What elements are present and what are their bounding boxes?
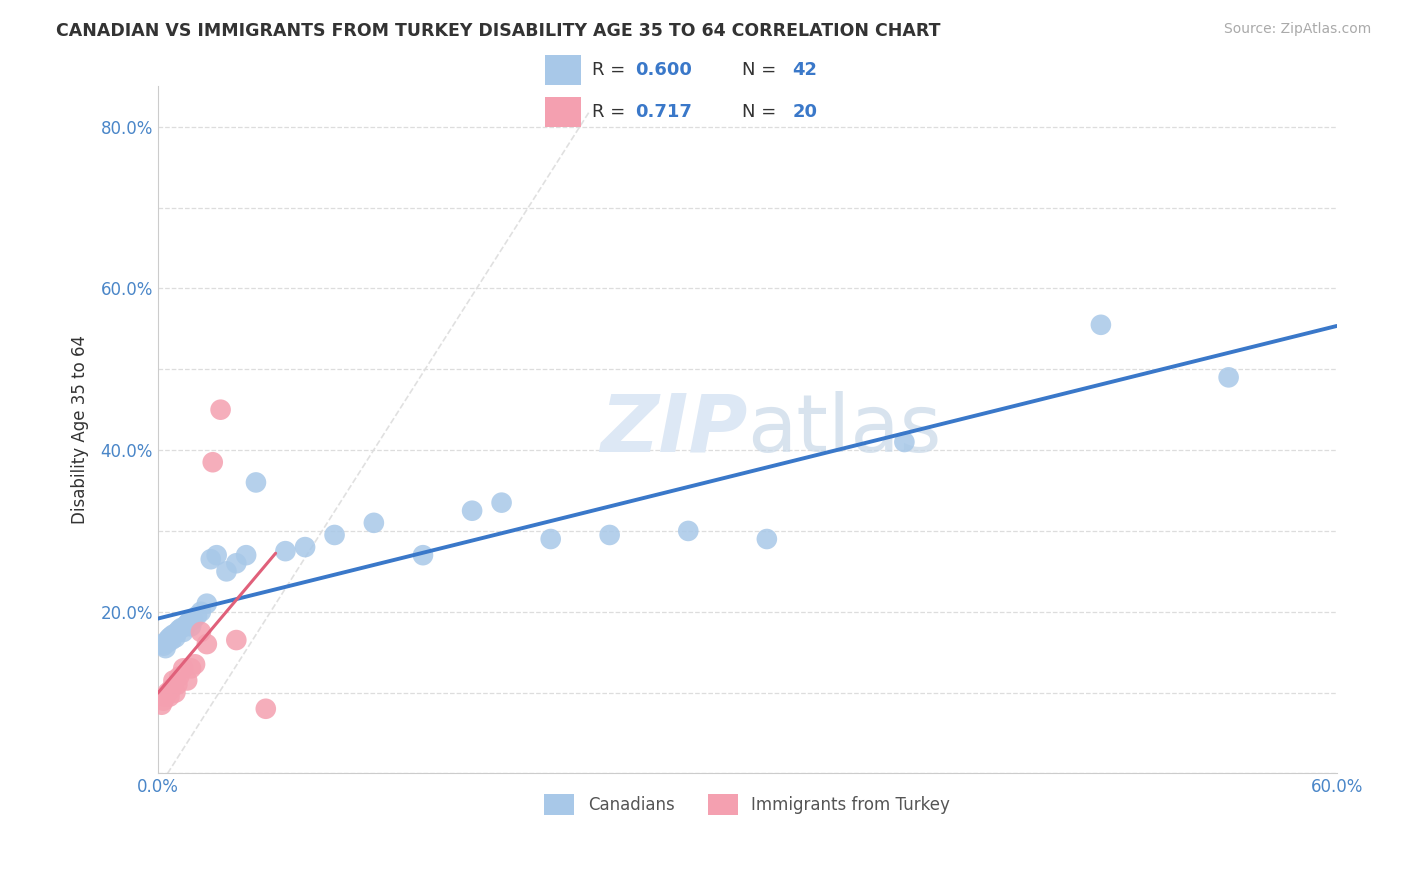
Point	[755, 532, 778, 546]
Text: 42: 42	[793, 61, 817, 78]
Point	[155, 641, 177, 656]
Point	[172, 661, 194, 675]
Point	[540, 532, 562, 546]
Point	[166, 677, 188, 691]
Point	[363, 516, 385, 530]
Point	[160, 629, 183, 643]
Y-axis label: Disability Age 35 to 64: Disability Age 35 to 64	[72, 335, 89, 524]
Point	[195, 597, 218, 611]
Point	[200, 552, 222, 566]
Point	[169, 669, 191, 683]
Point	[190, 605, 212, 619]
Point	[169, 623, 191, 637]
Point	[156, 635, 179, 649]
Bar	[546, 97, 581, 127]
Point	[180, 661, 202, 675]
Point	[180, 619, 202, 633]
Point	[225, 633, 247, 648]
Point	[176, 673, 198, 688]
Point	[165, 685, 187, 699]
Point	[209, 402, 232, 417]
Point	[159, 631, 181, 645]
Text: N =: N =	[742, 103, 782, 121]
Point	[893, 435, 915, 450]
Legend: Canadians, Immigrants from Turkey: Canadians, Immigrants from Turkey	[536, 786, 959, 823]
Text: atlas: atlas	[747, 391, 942, 469]
Point	[162, 627, 184, 641]
Point	[186, 608, 208, 623]
Point	[1218, 370, 1240, 384]
Point	[412, 548, 434, 562]
Point	[678, 524, 700, 538]
Text: N =: N =	[742, 61, 782, 78]
Point	[215, 565, 238, 579]
Point	[166, 624, 188, 639]
Point	[150, 698, 173, 712]
Point	[174, 619, 197, 633]
Point	[155, 690, 177, 704]
Point	[294, 540, 316, 554]
Text: R =: R =	[592, 61, 631, 78]
Point	[235, 548, 257, 562]
Point	[176, 616, 198, 631]
Point	[156, 685, 179, 699]
Point	[323, 528, 346, 542]
Point	[172, 624, 194, 639]
Point	[160, 681, 183, 696]
Point	[165, 631, 187, 645]
Point	[184, 657, 207, 672]
Text: R =: R =	[592, 103, 637, 121]
Text: Source: ZipAtlas.com: Source: ZipAtlas.com	[1223, 22, 1371, 37]
Point	[274, 544, 297, 558]
Point	[152, 694, 174, 708]
Point	[201, 455, 224, 469]
Point	[170, 621, 193, 635]
Point	[491, 496, 513, 510]
Point	[150, 637, 173, 651]
Point	[190, 624, 212, 639]
Bar	[546, 55, 581, 85]
Text: 20: 20	[793, 103, 817, 121]
Point	[195, 637, 218, 651]
Point	[156, 633, 179, 648]
Point	[225, 556, 247, 570]
Text: 0.600: 0.600	[634, 61, 692, 78]
Text: 0.717: 0.717	[634, 103, 692, 121]
Point	[599, 528, 621, 542]
Point	[205, 548, 228, 562]
Point	[245, 475, 267, 490]
Point	[160, 633, 183, 648]
Point	[159, 690, 181, 704]
Point	[461, 504, 484, 518]
Point	[179, 615, 201, 629]
Point	[1090, 318, 1112, 332]
Point	[181, 613, 204, 627]
Text: CANADIAN VS IMMIGRANTS FROM TURKEY DISABILITY AGE 35 TO 64 CORRELATION CHART: CANADIAN VS IMMIGRANTS FROM TURKEY DISAB…	[56, 22, 941, 40]
Point	[254, 702, 277, 716]
Point	[152, 639, 174, 653]
Point	[162, 673, 184, 688]
Text: ZIP: ZIP	[600, 391, 747, 469]
